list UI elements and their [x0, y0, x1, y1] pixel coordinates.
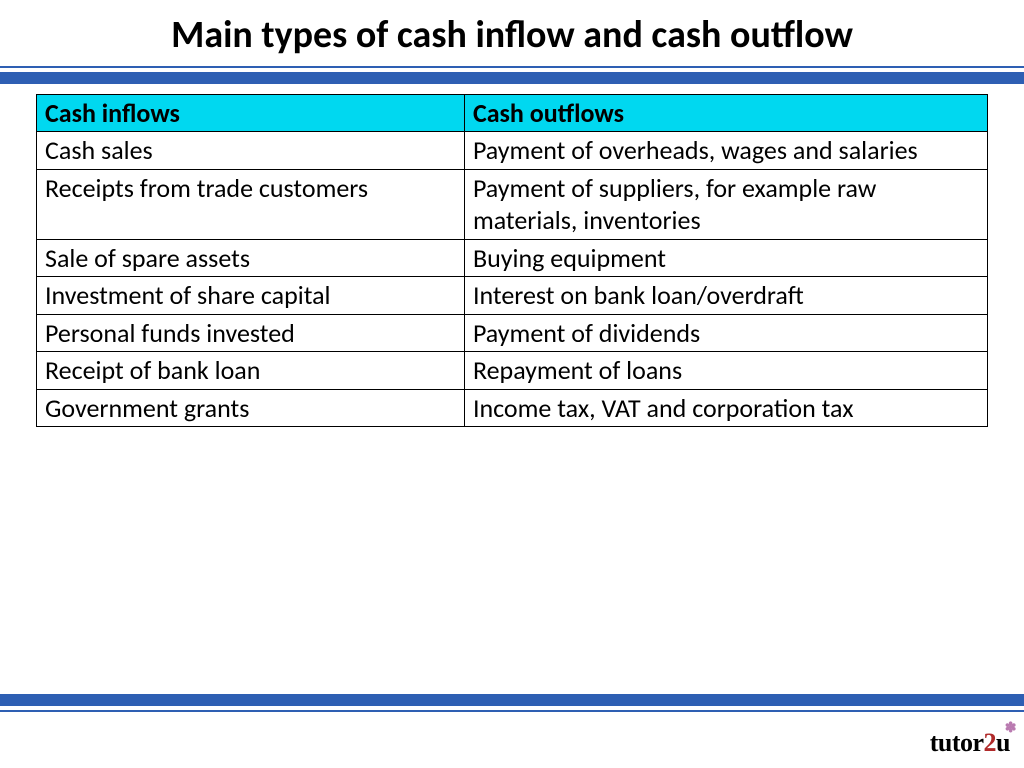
column-header-outflows: Cash outflows [464, 94, 987, 132]
cell-inflow: Receipts from trade customers [37, 169, 465, 239]
cell-outflow: Payment of overheads, wages and salaries [464, 132, 987, 170]
cell-outflow: Income tax, VAT and corporation tax [464, 389, 987, 427]
cell-outflow: Repayment of loans [464, 352, 987, 390]
cell-outflow: Buying equipment [464, 239, 987, 277]
cell-outflow: Payment of suppliers, for example raw ma… [464, 169, 987, 239]
footer-rule-thin [0, 710, 1024, 712]
cashflow-table-container: Cash inflows Cash outflows Cash sales Pa… [0, 84, 1024, 428]
table-row: Government grants Income tax, VAT and co… [37, 389, 988, 427]
cell-outflow: Payment of dividends [464, 314, 987, 352]
table-row: Investment of share capital Interest on … [37, 277, 988, 315]
table-header-row: Cash inflows Cash outflows [37, 94, 988, 132]
cell-inflow: Investment of share capital [37, 277, 465, 315]
cell-inflow: Government grants [37, 389, 465, 427]
table-row: Cash sales Payment of overheads, wages a… [37, 132, 988, 170]
logo-prefix: tutor [930, 728, 984, 757]
cell-outflow: Interest on bank loan/overdraft [464, 277, 987, 315]
page-title: Main types of cash inflow and cash outfl… [0, 0, 1024, 66]
logo-mid: 2 [984, 728, 997, 757]
cell-inflow: Sale of spare assets [37, 239, 465, 277]
column-header-inflows: Cash inflows [37, 94, 465, 132]
cashflow-table: Cash inflows Cash outflows Cash sales Pa… [36, 94, 988, 428]
table-row: Receipt of bank loan Repayment of loans [37, 352, 988, 390]
tutor2u-logo: tutor2u ✽ [930, 728, 1010, 758]
header-rule-thin [0, 66, 1024, 68]
cell-inflow: Cash sales [37, 132, 465, 170]
header-rule-thick [0, 72, 1024, 84]
table-row: Sale of spare assets Buying equipment [37, 239, 988, 277]
cell-inflow: Personal funds invested [37, 314, 465, 352]
flower-icon: ✽ [1005, 720, 1016, 737]
footer-rule-thick [0, 694, 1024, 706]
table-row: Personal funds invested Payment of divid… [37, 314, 988, 352]
header-rule-group [0, 66, 1024, 84]
table-row: Receipts from trade customers Payment of… [37, 169, 988, 239]
footer-rule-group [0, 694, 1024, 712]
cell-inflow: Receipt of bank loan [37, 352, 465, 390]
